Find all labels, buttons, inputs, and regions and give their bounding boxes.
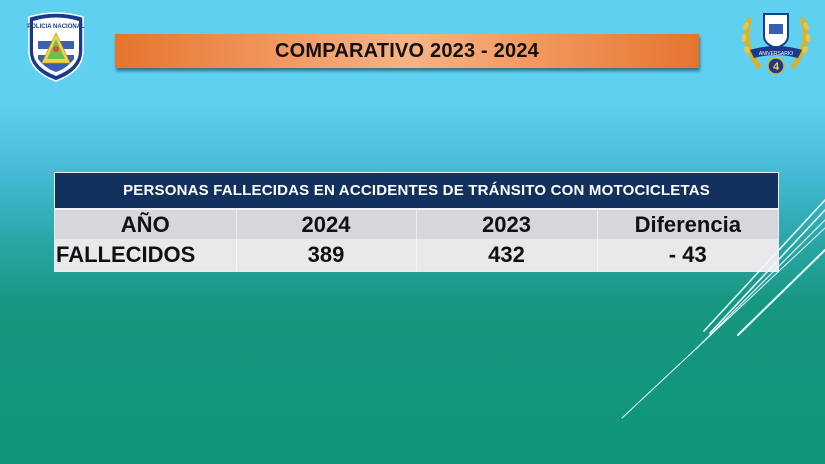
value-difference: - 43 (596, 239, 779, 271)
police-shield-logo-icon: POLICIA NACIONAL (27, 12, 85, 82)
header-cell-2023: 2023 (415, 209, 597, 239)
table-header-row: AÑO 2024 2023 Diferencia (55, 209, 779, 239)
header-cell-difference: Diferencia (596, 209, 779, 239)
comparison-table: PERSONAS FALLECIDAS EN ACCIDENTES DE TRÁ… (54, 172, 779, 272)
table-row: FALLECIDOS 389 432 - 43 (55, 239, 779, 271)
value-2023: 432 (415, 239, 597, 271)
title-banner: COMPARATIVO 2023 - 2024 (115, 34, 699, 68)
svg-text:ANIVERSARIO: ANIVERSARIO (759, 51, 793, 57)
value-2024: 389 (235, 239, 416, 271)
anniversary-emblem-icon: ANIVERSARIO 4 (741, 13, 811, 75)
row-label-fallecidos: FALLECIDOS (55, 239, 236, 271)
slide-title: COMPARATIVO 2023 - 2024 (275, 39, 539, 62)
svg-text:4: 4 (773, 61, 780, 73)
svg-text:POLICIA NACIONAL: POLICIA NACIONAL (27, 24, 85, 30)
header-cell-2024: 2024 (235, 209, 416, 239)
header-cell-year: AÑO (55, 209, 236, 239)
table-caption: PERSONAS FALLECIDAS EN ACCIDENTES DE TRÁ… (55, 173, 779, 210)
